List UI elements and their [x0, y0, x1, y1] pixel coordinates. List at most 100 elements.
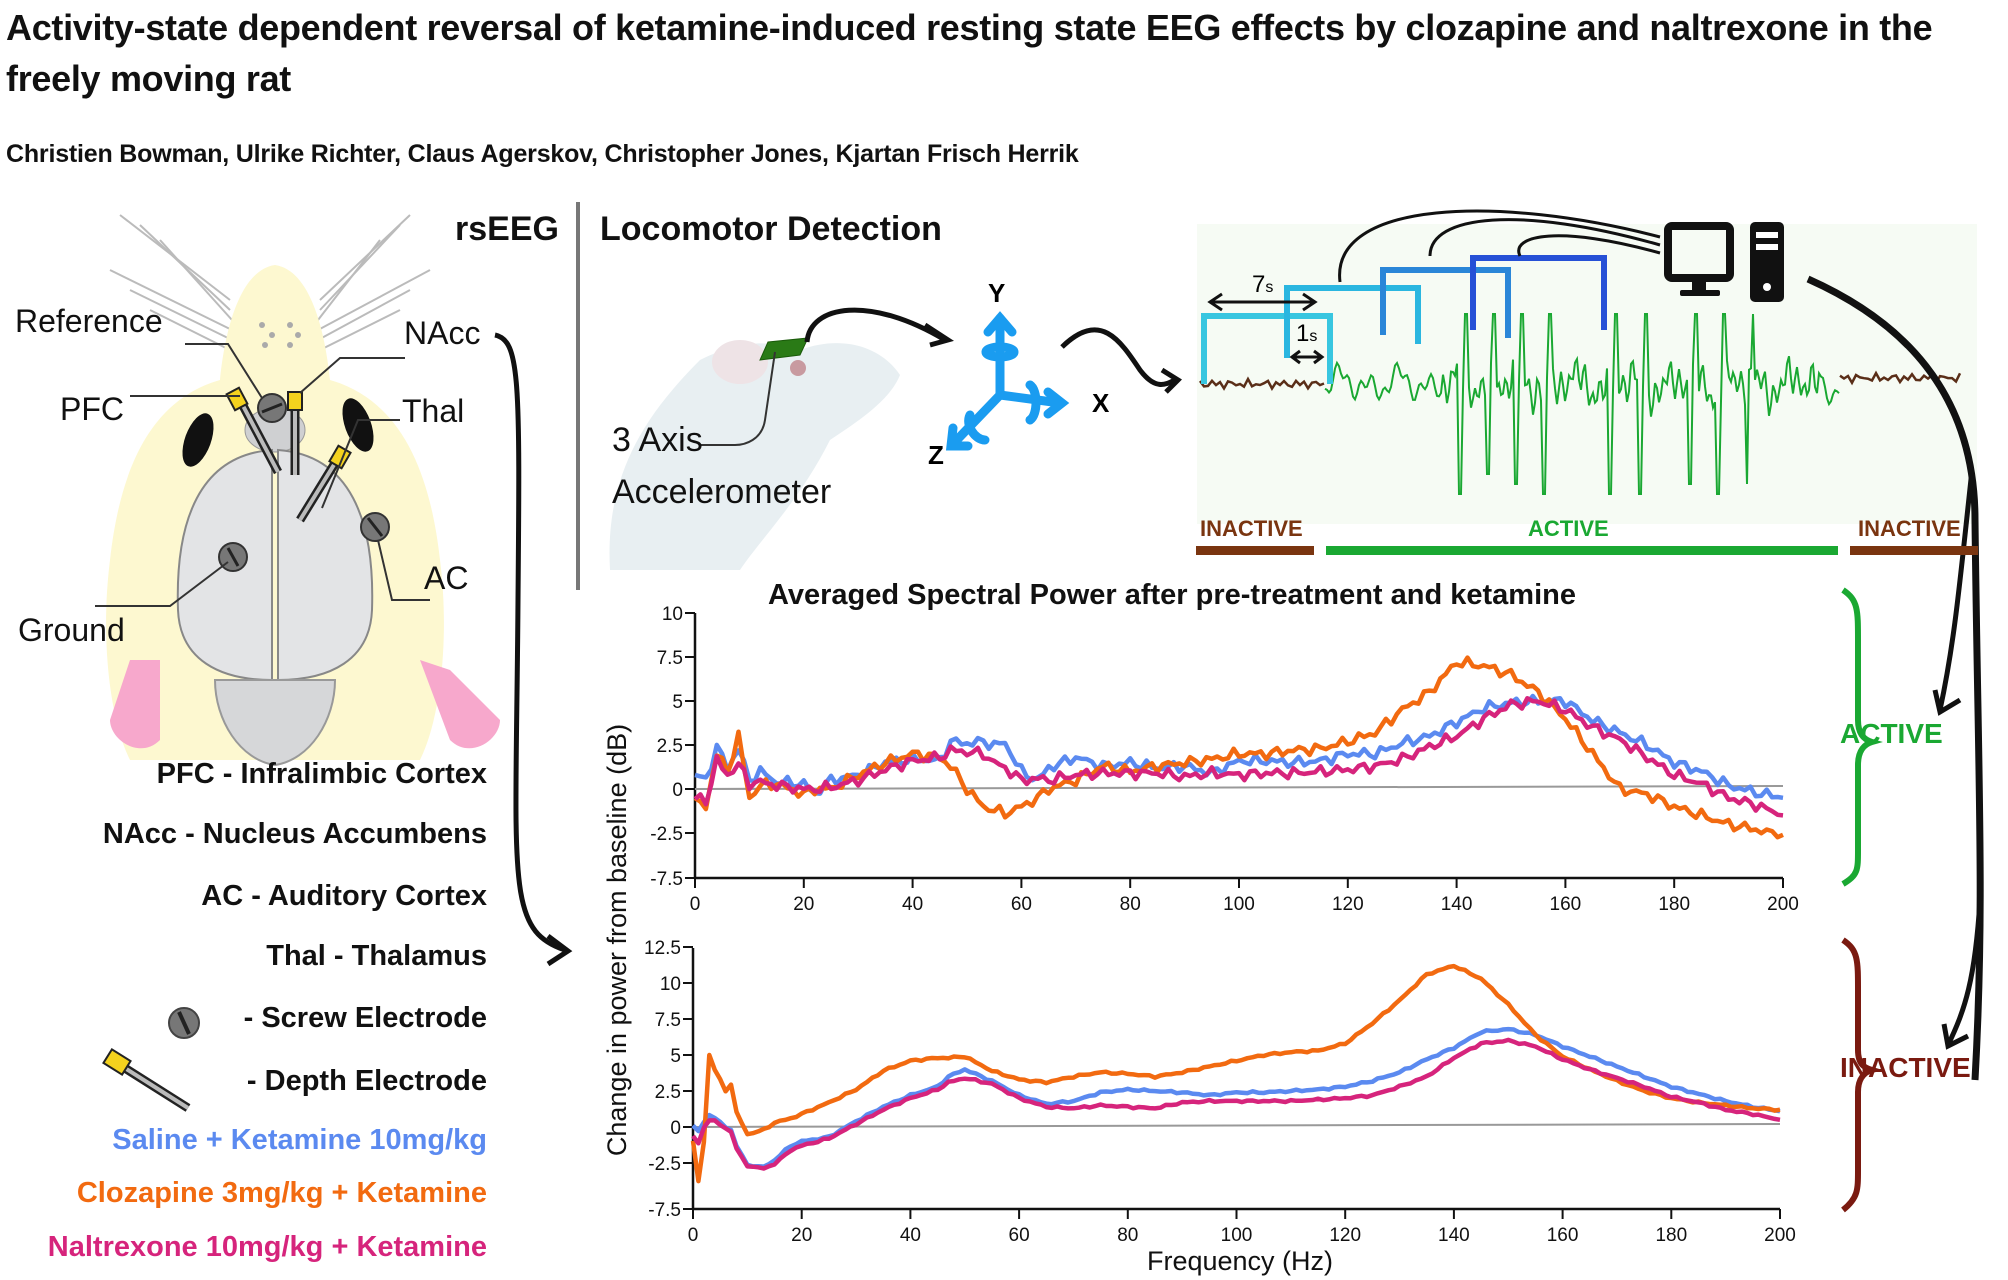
- arrowhead-icon: [1941, 1023, 1970, 1050]
- y-tick-label: 7.5: [655, 1010, 681, 1031]
- series-line-clozapine: [693, 655, 1784, 840]
- x-tick-label: 200: [1764, 1225, 1796, 1246]
- rat-illustration: [609, 337, 900, 570]
- three-axis-icon: [945, 311, 1070, 451]
- inactive-bar-right: [1850, 546, 1978, 555]
- nose-dots-icon: [259, 322, 301, 348]
- brain-illustration: [176, 407, 374, 767]
- x-tick-label: 140: [1441, 894, 1473, 915]
- accelerometer-label-line1: 3 Axis: [612, 421, 703, 459]
- label-pfc: PFC: [60, 391, 124, 427]
- label-reference: Reference: [15, 303, 163, 339]
- inactive-signal-trace: [1198, 376, 1325, 391]
- screw-electrode-icon: [168, 1007, 200, 1039]
- depth-electrode-icon: [102, 1048, 191, 1112]
- legend-saline: Saline + Ketamine 10mg/kg: [112, 1124, 487, 1156]
- accelerometer-chip-icon: [759, 337, 809, 361]
- arrowhead-icon: [546, 934, 573, 967]
- label-ac: AC: [424, 560, 469, 596]
- arrowhead-icon: [1160, 367, 1182, 394]
- axis-label-x: X: [1092, 388, 1110, 418]
- series-line-naltrexone: [693, 696, 1784, 818]
- signal-panel-background: [1197, 224, 1977, 524]
- rat-eye-icon: [790, 360, 806, 376]
- right-paw-icon: [420, 660, 500, 749]
- x-tick-label: 160: [1550, 894, 1582, 915]
- y-tick-label: 5: [672, 692, 683, 713]
- y-tick-label: 12.5: [644, 938, 681, 959]
- chip-to-axes-arrow: [804, 307, 947, 343]
- y-axis-label: Change in power from baseline (dB): [602, 724, 632, 1156]
- x-tick-label: 100: [1221, 1225, 1253, 1246]
- legend-naltrexone: Naltrexone 10mg/kg + Ketamine: [47, 1231, 487, 1263]
- inactive-label-left: INACTIVE: [1200, 516, 1303, 541]
- x-tick-label: 40: [900, 1225, 921, 1246]
- y-tick-label: 10: [662, 604, 683, 625]
- active-spectral-chart: 10 7.5 5 2.5 0 -2.5 -7.5 0 20 40 60 80 100 120 140 160 1…: [650, 604, 1799, 915]
- legend-screw-electrode: - Screw Electrode: [243, 1002, 487, 1034]
- rat-head-illustration: [95, 214, 500, 767]
- window-step-unit: s: [1309, 328, 1318, 345]
- accelerometer-leader-line: [700, 351, 776, 446]
- window-bracket-3: [1380, 267, 1511, 338]
- active-signal-trace: [1324, 313, 1840, 495]
- x-tick-label: 20: [793, 894, 814, 915]
- legend-nacc: NAcc - Nucleus Accumbens: [102, 818, 487, 850]
- arrowhead-icon: [1313, 349, 1325, 365]
- chart-title: Averaged Spectral Power after pre-treatm…: [768, 579, 1576, 611]
- x-tick-label: 40: [902, 894, 923, 915]
- active-bar: [1326, 546, 1838, 555]
- inactive-label-right: INACTIVE: [1858, 516, 1961, 541]
- y-tick-label: 2.5: [655, 1082, 681, 1103]
- arrowhead-icon: [1302, 292, 1318, 312]
- y-tick-label: 7.5: [657, 648, 683, 669]
- accelerometer-label-line2: Accelerometer: [612, 473, 832, 511]
- arrowhead-icon: [923, 322, 954, 348]
- computer-main-cable: [1806, 275, 1984, 1081]
- author-list: Christien Bowman, Ulrike Richter, Claus …: [6, 140, 1079, 168]
- x-tick-label: 100: [1223, 894, 1255, 915]
- inactive-spectral-chart: 12.5 10 7.5 5 2.5 0 -2.5 -7.5 0 20 40 60 80 100 120 140…: [644, 938, 1796, 1246]
- window-step-value: 1: [1296, 320, 1310, 347]
- ac-screw-icon: [360, 512, 390, 542]
- arrowhead-icon: [1207, 292, 1223, 312]
- x-tick-label: 80: [1120, 894, 1141, 915]
- window-length-label: 7s: [1252, 271, 1273, 299]
- window-bracket-2: [1284, 285, 1421, 358]
- y-tick-label: 10: [660, 974, 681, 995]
- chart-state-inactive: INACTIVE: [1840, 1052, 1971, 1083]
- x-tick-label: 140: [1438, 1225, 1470, 1246]
- reference-screw-icon: [257, 393, 287, 423]
- axis-label-y: Y: [988, 278, 1006, 308]
- window-length-value: 7: [1252, 271, 1266, 298]
- x-tick-label: 120: [1332, 894, 1364, 915]
- x-tick-label: 160: [1547, 1225, 1579, 1246]
- inactive-bar-left: [1196, 546, 1314, 555]
- legend-pfc: PFC - Infralimbic Cortex: [156, 758, 487, 790]
- y-tick-label: 0: [670, 1118, 681, 1139]
- y-tick-label: -2.5: [648, 1154, 681, 1175]
- inactive-signal-trace: [1839, 370, 1962, 386]
- to-inactive-arrow: [1945, 899, 1983, 1047]
- inactive-brace: [1841, 937, 1883, 1213]
- rseeg-heading: rsEEG: [455, 210, 559, 248]
- y-tick-label: 2.5: [657, 736, 683, 757]
- to-active-arrow: [1937, 469, 1975, 711]
- x-tick-label: 60: [1011, 894, 1032, 915]
- legend-thal: Thal - Thalamus: [266, 940, 487, 972]
- axes-to-signal-arrow: [1060, 327, 1177, 387]
- y-tick-label: 5: [670, 1046, 681, 1067]
- y-tick-label: -2.5: [650, 824, 683, 845]
- series-line-naltrexone: [691, 1037, 1781, 1171]
- y-tick-label: -7.5: [648, 1200, 681, 1221]
- label-leader-lines: [95, 343, 430, 607]
- x-tick-label: 180: [1655, 1225, 1687, 1246]
- series-line-clozapine: [690, 963, 1781, 1184]
- x-tick-label: 0: [688, 1225, 699, 1246]
- computer-cables: [1338, 209, 1661, 283]
- x-tick-label: 20: [791, 1225, 812, 1246]
- label-thal: Thal: [402, 393, 465, 429]
- active-label: ACTIVE: [1528, 516, 1609, 541]
- zero-line: [694, 785, 1784, 790]
